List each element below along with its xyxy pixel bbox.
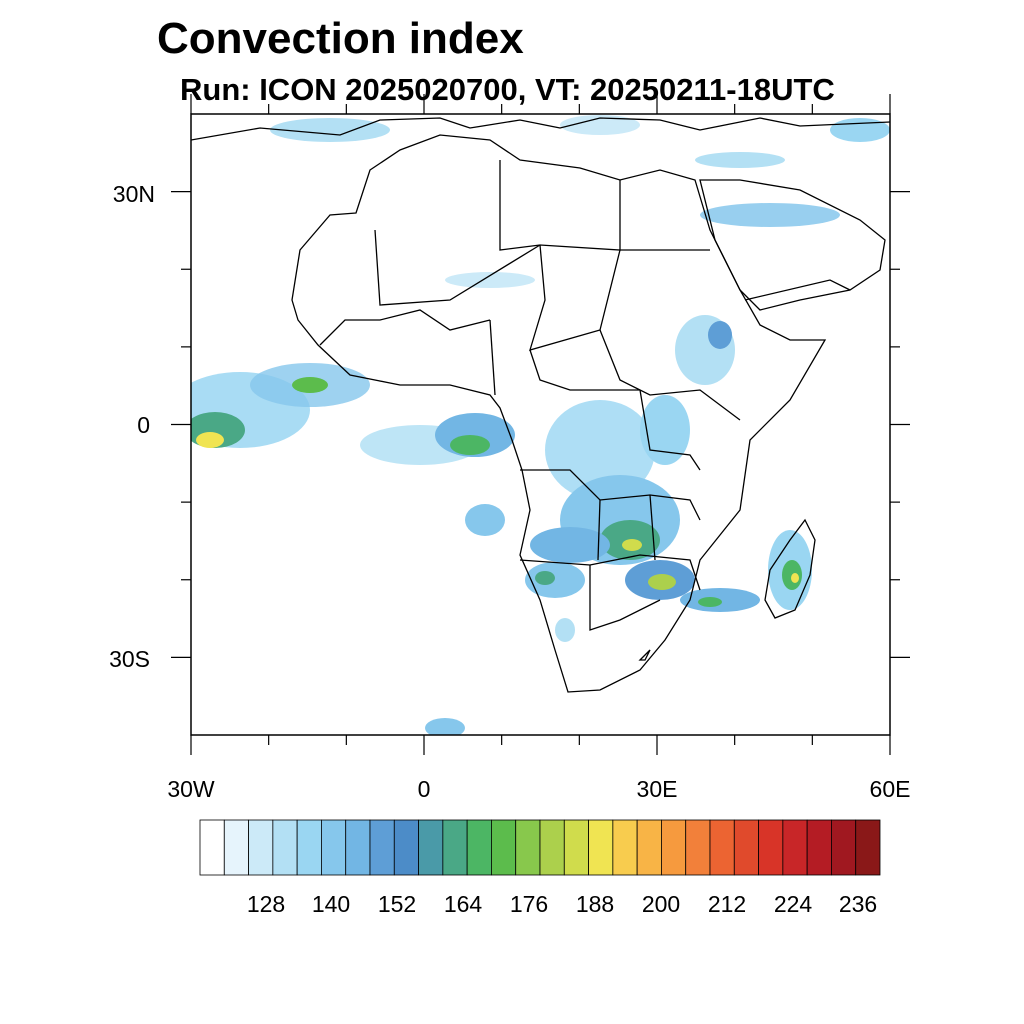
colorbar-swatch (466, 819, 492, 876)
colorbar-label: 140 (312, 891, 350, 917)
chart-subtitle: Run: ICON 2025020700, VT: 20250211-18UTC (180, 72, 835, 107)
colorbar-swatch (345, 819, 371, 876)
chart-title: Convection index (157, 14, 524, 63)
lon-tick-label: 30W (167, 776, 215, 802)
colorbar (199, 819, 881, 876)
border-line (599, 329, 741, 421)
border-line (374, 229, 541, 306)
border-line (744, 279, 851, 301)
colorbar-swatch (418, 819, 444, 876)
colorbar-swatch (393, 819, 419, 876)
colorbar-swatch (588, 819, 614, 876)
coastlines (191, 117, 890, 693)
colorbar-label: 188 (576, 891, 614, 917)
colorbar-swatch (806, 819, 832, 876)
lat-tick-label: 0 (137, 412, 150, 438)
border-line (489, 319, 496, 396)
colorbar-label: 152 (378, 891, 416, 917)
colorbar-swatch (685, 819, 711, 876)
border-line (649, 494, 656, 561)
colorbar-swatch (855, 819, 881, 876)
colorbar-label: 236 (839, 891, 877, 917)
border-line (529, 349, 640, 391)
colorbar-swatch (442, 819, 468, 876)
colorbar-swatch (612, 819, 638, 876)
colorbar-swatch (272, 819, 298, 876)
colorbar-swatch (223, 819, 249, 876)
colorbar-swatch (369, 819, 395, 876)
colorbar-label: 176 (510, 891, 548, 917)
border-line (319, 309, 491, 346)
colorbar-swatch (733, 819, 759, 876)
colorbar-swatch (296, 819, 322, 876)
colorbar-label: 164 (444, 891, 483, 917)
colorbar-swatch (636, 819, 662, 876)
arabia-coastline (699, 179, 886, 311)
lat-tick-label: 30S (109, 646, 150, 672)
colorbar-swatch (199, 819, 225, 876)
colorbar-swatch (321, 819, 347, 876)
colorbar-swatch (515, 819, 541, 876)
border-line (520, 469, 701, 521)
border-line (639, 389, 701, 471)
colorbar-swatch (758, 819, 784, 876)
colorbar-swatch (782, 819, 808, 876)
border-line (638, 649, 651, 661)
colorbar-swatch (248, 819, 274, 876)
africa-coastline (291, 134, 827, 693)
border-line (589, 565, 661, 631)
colorbar-swatch (491, 819, 517, 876)
colorbar-swatch (539, 819, 565, 876)
border-line (597, 499, 601, 561)
colorbar-labels: 128 140 152 164 176 188 200 212 224 236 (247, 891, 877, 917)
colorbar-swatch (661, 819, 687, 876)
convection-field (191, 115, 890, 735)
colorbar-label: 200 (642, 891, 680, 917)
colorbar-swatch (563, 819, 589, 876)
europe-coastline (191, 117, 890, 141)
border-line (529, 244, 710, 351)
colorbar-swatch (831, 819, 857, 876)
lon-tick-label: 30E (637, 776, 678, 802)
axis-ticks (171, 94, 910, 755)
colorbar-label: 212 (708, 891, 746, 917)
colorbar-label: 224 (774, 891, 813, 917)
lon-tick-label: 60E (870, 776, 911, 802)
colorbar-swatch (709, 819, 735, 876)
colorbar-label: 128 (247, 891, 285, 917)
border-line (519, 554, 701, 591)
madagascar-coastline (764, 518, 816, 619)
lon-tick-label: 0 (418, 776, 431, 802)
lat-tick-label: 30N (113, 181, 155, 207)
